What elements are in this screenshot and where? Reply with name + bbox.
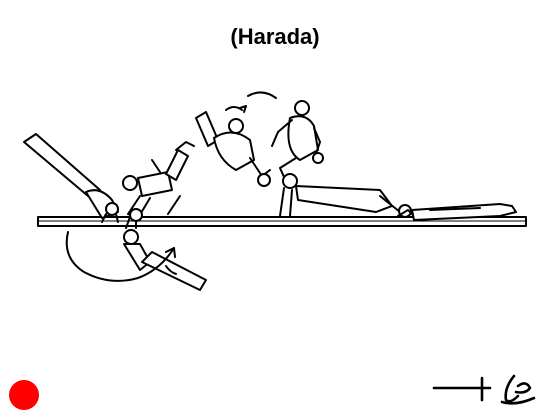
gymnast-figure-6	[279, 173, 401, 217]
gymnast-figure-4	[195, 105, 271, 187]
gymnast-figure-5	[247, 91, 324, 187]
gymnast-figure-7	[397, 203, 517, 221]
balance-beam	[37, 216, 527, 227]
gymnast-figure-1	[23, 133, 119, 223]
gymnast-figure-3	[122, 141, 195, 222]
skill-symbol-icon	[432, 374, 536, 405]
gymnast-figure-2	[123, 216, 207, 291]
page-title: (Harada)	[230, 24, 320, 49]
red-dot-icon	[9, 380, 39, 410]
rotation-arrow-icon	[65, 231, 176, 282]
